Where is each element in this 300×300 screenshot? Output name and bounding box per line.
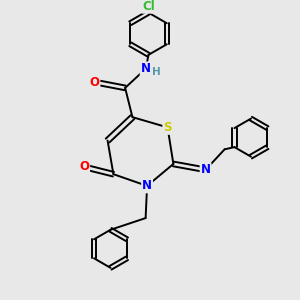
Text: O: O <box>89 76 99 88</box>
Text: N: N <box>142 179 152 192</box>
Text: S: S <box>163 121 172 134</box>
Text: H: H <box>152 68 161 77</box>
Text: O: O <box>79 160 89 173</box>
Text: N: N <box>201 163 211 176</box>
Text: Cl: Cl <box>142 0 155 13</box>
Text: N: N <box>141 62 151 75</box>
